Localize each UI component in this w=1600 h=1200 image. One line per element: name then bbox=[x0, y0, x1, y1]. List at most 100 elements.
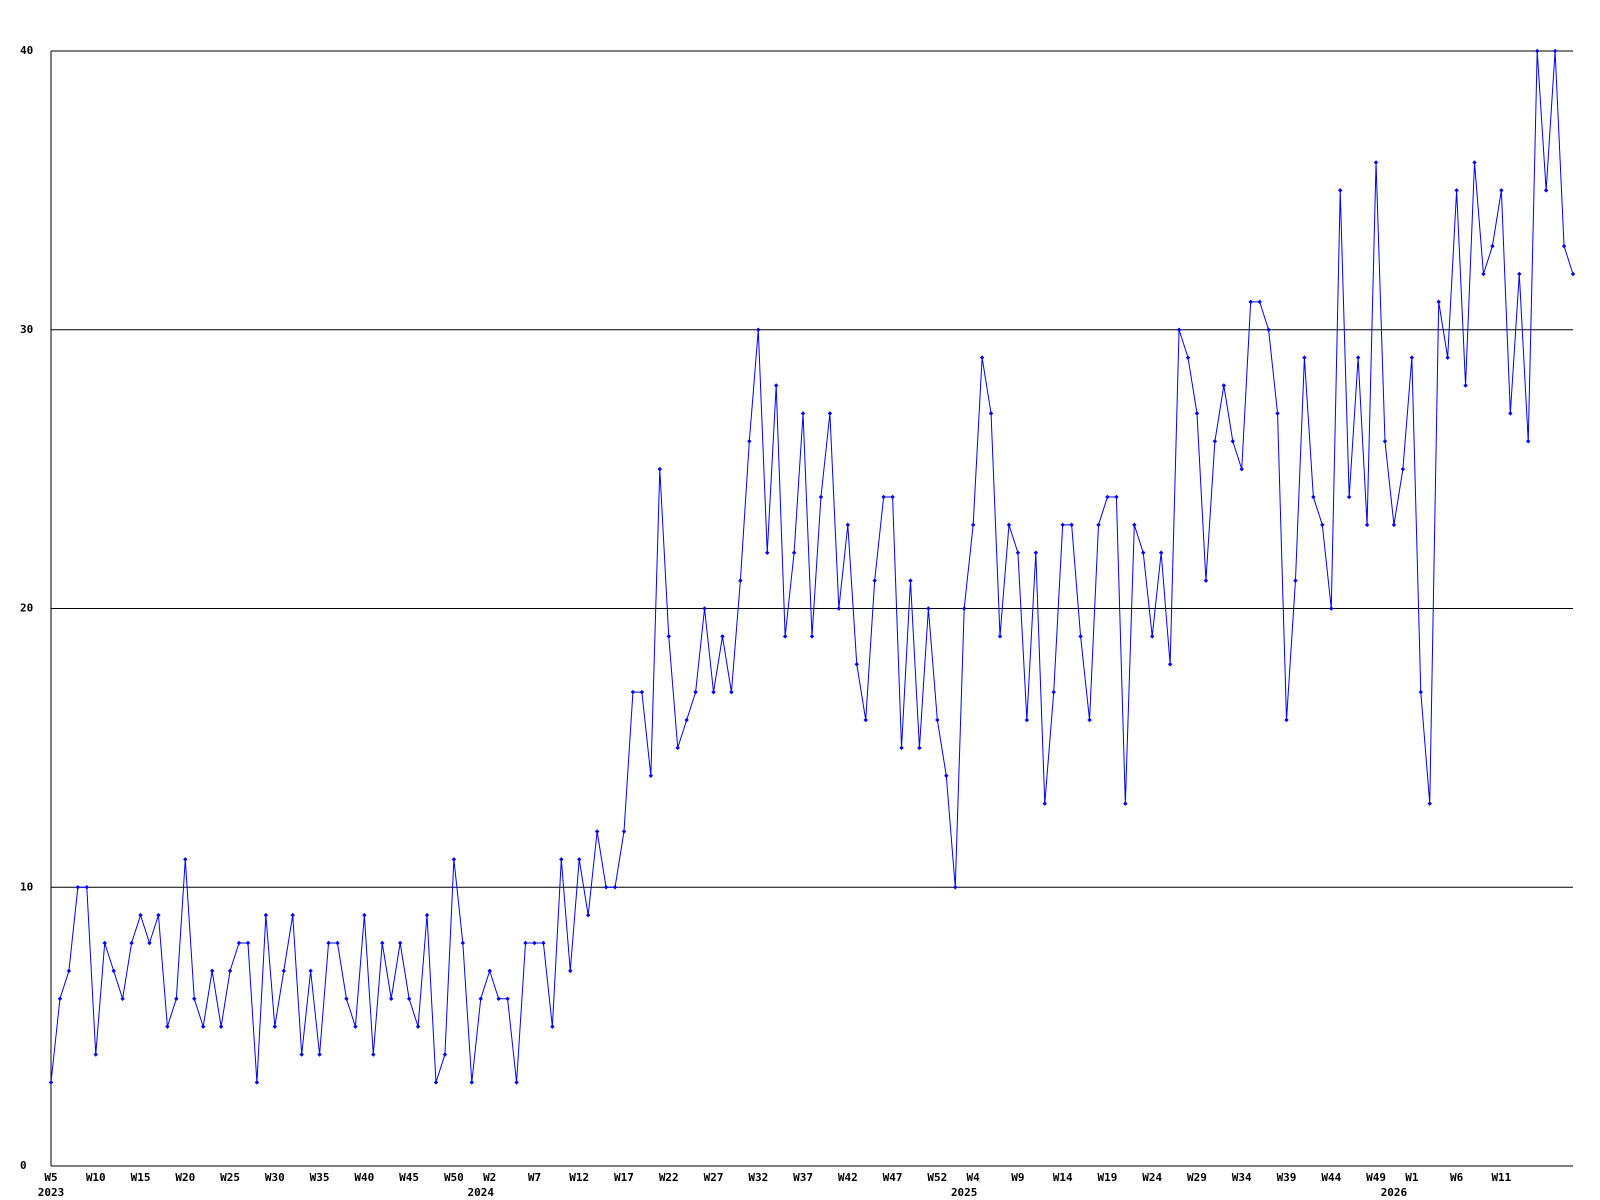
data-point bbox=[308, 968, 313, 974]
data-point bbox=[1194, 411, 1200, 416]
data-point bbox=[1176, 327, 1182, 332]
data-point bbox=[1454, 188, 1459, 193]
data-point bbox=[1167, 662, 1173, 667]
x-tick-label: W5 bbox=[44, 1171, 57, 1184]
data-point bbox=[254, 1080, 260, 1085]
x-tick-label: W7 bbox=[528, 1171, 541, 1184]
data-point bbox=[657, 466, 662, 472]
y-tick-label: 0 bbox=[20, 1159, 27, 1172]
data-point bbox=[111, 968, 116, 974]
data-point bbox=[568, 968, 573, 974]
data-line bbox=[50, 50, 1574, 1083]
data-point bbox=[1338, 188, 1343, 193]
data-point bbox=[1069, 522, 1074, 528]
data-point bbox=[1526, 439, 1531, 444]
data-point bbox=[147, 940, 152, 946]
data-point bbox=[962, 606, 967, 611]
data-point bbox=[1051, 689, 1056, 695]
data-point bbox=[827, 411, 833, 416]
data-point bbox=[218, 1024, 224, 1029]
x-tick-label: W2 bbox=[483, 1171, 496, 1184]
data-point bbox=[953, 885, 958, 890]
x-tick-label: W32 bbox=[748, 1171, 768, 1184]
data-point bbox=[800, 411, 806, 416]
data-point bbox=[424, 912, 430, 918]
data-point bbox=[201, 1024, 206, 1029]
data-point bbox=[1114, 494, 1119, 500]
x-tick-label: W12 bbox=[569, 1171, 589, 1184]
data-point bbox=[1158, 550, 1164, 555]
data-point bbox=[1472, 160, 1477, 165]
data-point bbox=[1123, 801, 1128, 806]
data-point bbox=[1373, 160, 1379, 165]
data-point bbox=[603, 885, 609, 890]
data-point bbox=[747, 439, 752, 444]
data-point bbox=[1105, 494, 1110, 500]
data-point bbox=[1185, 355, 1191, 360]
x-tick-label: W34 bbox=[1232, 1171, 1252, 1184]
x-tick-label: W4 bbox=[967, 1171, 981, 1184]
data-point bbox=[433, 1080, 439, 1085]
data-point bbox=[174, 996, 179, 1001]
data-point bbox=[935, 717, 940, 723]
data-point bbox=[344, 996, 349, 1001]
data-point bbox=[415, 1024, 421, 1029]
data-point bbox=[192, 996, 197, 1001]
data-point bbox=[970, 522, 976, 528]
data-point bbox=[1561, 243, 1567, 249]
data-point bbox=[209, 968, 215, 974]
data-point bbox=[532, 940, 537, 946]
data-point bbox=[1409, 355, 1415, 360]
data-point bbox=[988, 411, 994, 416]
y-tick-label: 40 bbox=[20, 44, 33, 57]
data-point bbox=[944, 773, 949, 778]
data-point bbox=[1257, 299, 1262, 305]
data-point bbox=[371, 1052, 376, 1057]
data-point bbox=[666, 634, 671, 639]
data-point bbox=[299, 1052, 304, 1057]
x-tick-label: W14 bbox=[1053, 1171, 1073, 1184]
data-point bbox=[1400, 466, 1406, 472]
data-point bbox=[791, 550, 797, 555]
data-point bbox=[1212, 439, 1218, 444]
data-point bbox=[773, 383, 779, 388]
data-point bbox=[541, 940, 546, 946]
data-point bbox=[353, 1024, 358, 1029]
data-point bbox=[460, 940, 466, 946]
data-point bbox=[1329, 606, 1334, 611]
data-point bbox=[1382, 439, 1388, 444]
data-point bbox=[1284, 717, 1289, 723]
data-point bbox=[335, 940, 340, 946]
data-point bbox=[577, 857, 582, 862]
data-point bbox=[639, 689, 645, 695]
x-tick-label: W9 bbox=[1011, 1171, 1024, 1184]
data-point bbox=[66, 968, 72, 974]
x-tick-label: W6 bbox=[1450, 1171, 1464, 1184]
data-point bbox=[1275, 411, 1280, 416]
data-point bbox=[818, 494, 824, 500]
data-point bbox=[630, 689, 636, 695]
data-point bbox=[138, 912, 143, 918]
data-point bbox=[523, 940, 528, 946]
data-point bbox=[227, 968, 233, 974]
data-point bbox=[917, 745, 922, 751]
data-point bbox=[1239, 466, 1244, 472]
data-point bbox=[469, 1080, 474, 1085]
data-point bbox=[1391, 522, 1397, 528]
data-point bbox=[442, 1052, 448, 1057]
x-tick-label: W1 bbox=[1405, 1171, 1419, 1184]
data-point bbox=[505, 996, 510, 1001]
y-tick-label: 30 bbox=[20, 323, 33, 336]
data-point bbox=[487, 968, 492, 974]
data-point bbox=[93, 1052, 98, 1057]
data-point bbox=[362, 912, 367, 918]
data-point bbox=[890, 494, 895, 500]
x-tick-label: W47 bbox=[883, 1171, 903, 1184]
data-point bbox=[845, 522, 851, 528]
data-point bbox=[496, 996, 501, 1001]
data-point bbox=[997, 634, 1003, 639]
x-tick-label: W15 bbox=[131, 1171, 151, 1184]
data-point bbox=[1517, 271, 1522, 277]
